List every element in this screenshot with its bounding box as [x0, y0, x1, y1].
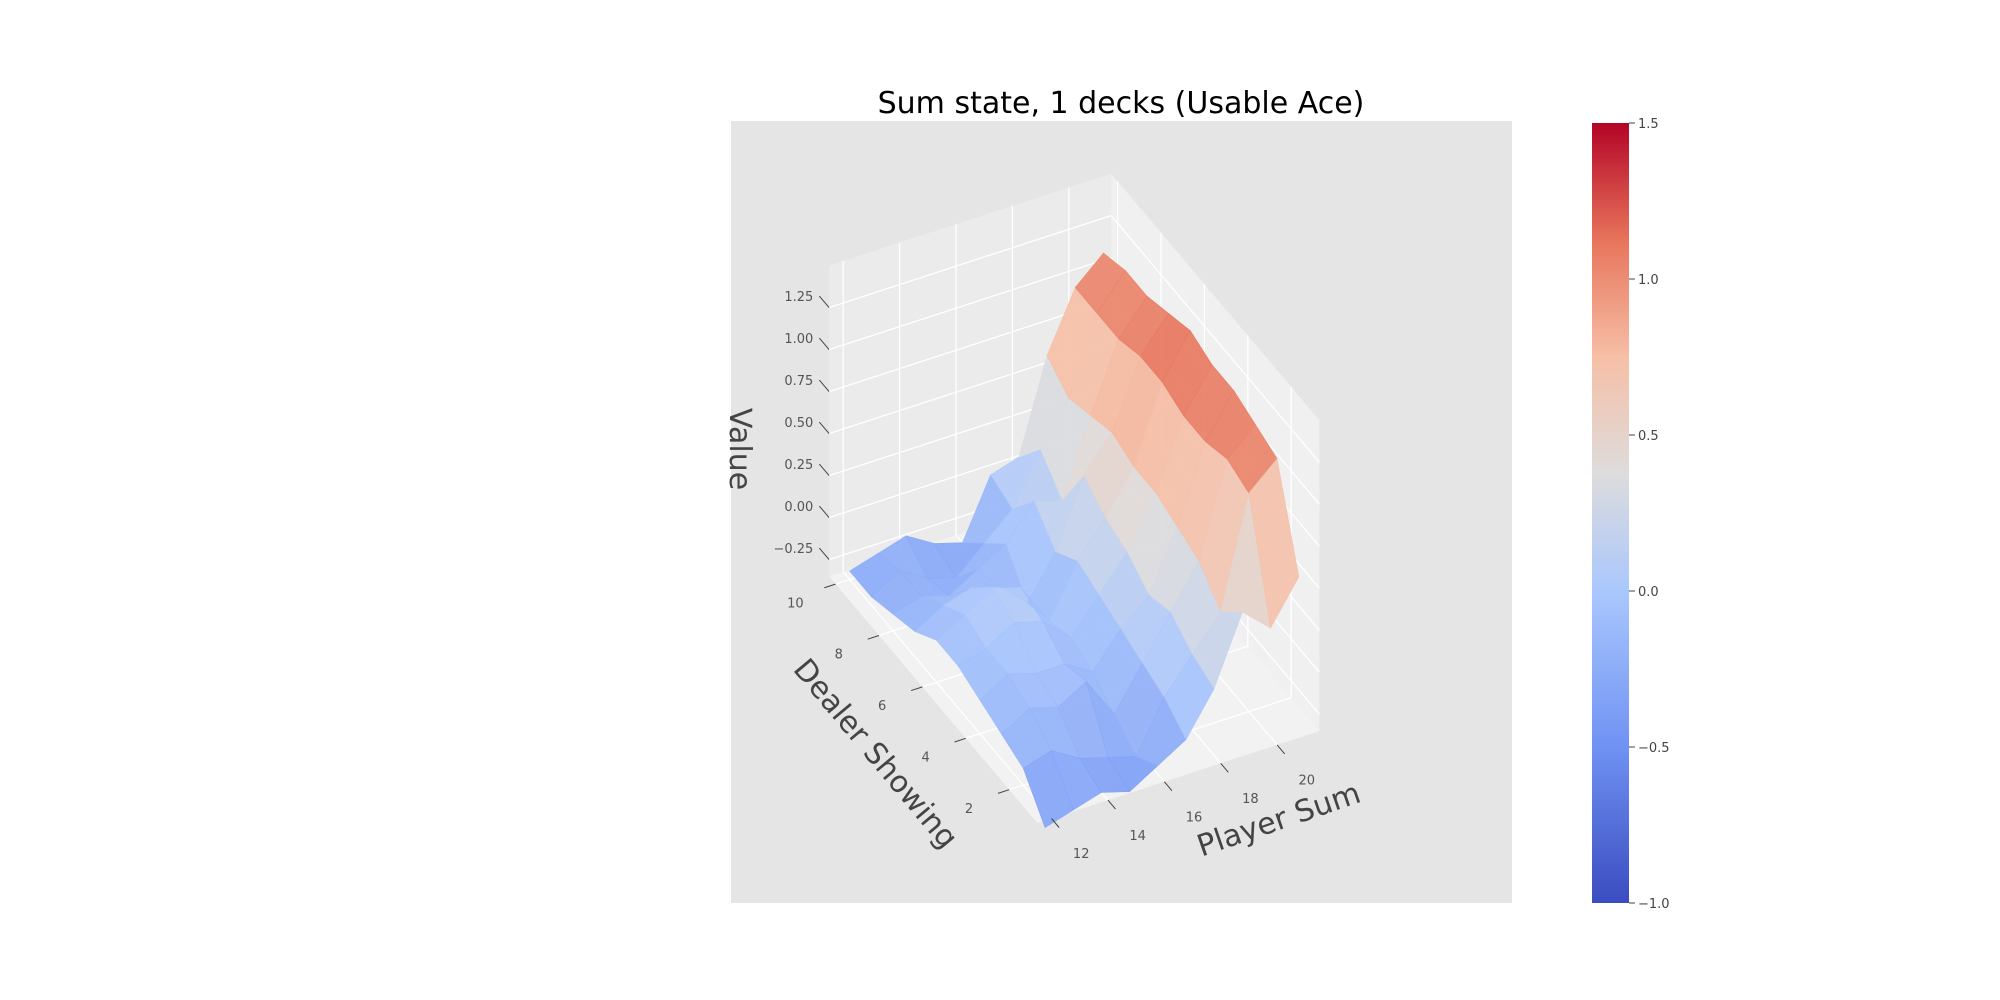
y-tick-mark — [997, 789, 1010, 794]
y-tick-mark — [954, 737, 966, 743]
y-tick-label: 8 — [835, 648, 843, 663]
z-tick-mark — [818, 337, 830, 350]
x-tick-mark — [1051, 818, 1060, 828]
y-tick-label: 6 — [878, 699, 886, 714]
colorbar-ticks: −1.0 −0.5 0.0 0.5 1.0 1.5 — [1629, 117, 1670, 912]
y-tick-mark — [910, 686, 923, 692]
colorbar-tick-label: 0.5 — [1638, 429, 1659, 444]
x-tick-label: 14 — [1129, 829, 1146, 844]
z-tick-label: −0.25 — [773, 542, 813, 557]
z-tick-label: 1.00 — [784, 332, 813, 347]
z-axis-label: Value — [722, 408, 757, 490]
value-surface — [849, 252, 1300, 829]
z-tick-label: 0.00 — [784, 500, 813, 515]
x-tick-label: 18 — [1242, 792, 1259, 807]
z-tick-mark — [818, 379, 830, 392]
z-tick-label: 1.25 — [784, 290, 813, 305]
z-tick-mark — [818, 505, 830, 518]
axis-ticks: 12 14 16 18 20 2 4 6 8 10 −0.25 0.00 0.25 0.50 0.75 1.0… — [773, 290, 1315, 862]
x-tick-label: 16 — [1186, 810, 1203, 825]
grid-line-z-back — [828, 256, 1112, 351]
z-tick-mark — [818, 295, 830, 308]
colorbar — [1592, 123, 1629, 903]
x-tick-mark — [1220, 762, 1229, 773]
z-tick-label: 0.50 — [784, 416, 813, 431]
x-tick-mark — [1163, 781, 1173, 792]
y-tick-mark — [867, 635, 880, 640]
x-tick-label: 20 — [1299, 774, 1316, 789]
x-tick-mark — [1276, 744, 1286, 755]
colorbar-tick-label: 1.0 — [1638, 273, 1659, 288]
grid-line-z-side — [1110, 215, 1320, 463]
chart-title: Sum state, 1 decks (Usable Ace) — [878, 86, 1365, 121]
x-tick-label: 12 — [1073, 847, 1090, 862]
grid-line-z-back — [828, 214, 1112, 309]
z-tick-mark — [818, 463, 830, 476]
colorbar-tick-label: 0.0 — [1638, 585, 1659, 600]
y-tick-label: 4 — [921, 751, 929, 766]
x-tick-mark — [1107, 799, 1116, 810]
z-tick-mark — [818, 421, 830, 434]
z-tick-label: 0.25 — [784, 458, 813, 473]
z-tick-mark — [818, 547, 830, 560]
colorbar-tick-label: −1.0 — [1638, 897, 1670, 912]
surface-patch — [1248, 458, 1300, 629]
y-tick-mark — [824, 583, 836, 589]
z-tick-label: 0.75 — [784, 374, 813, 389]
y-tick-label: 2 — [965, 802, 973, 817]
colorbar-tick-label: −0.5 — [1638, 741, 1670, 756]
y-tick-label: 10 — [787, 596, 804, 611]
grid-line-x-floor — [842, 571, 1053, 819]
colorbar-tick-label: 1.5 — [1638, 117, 1659, 132]
